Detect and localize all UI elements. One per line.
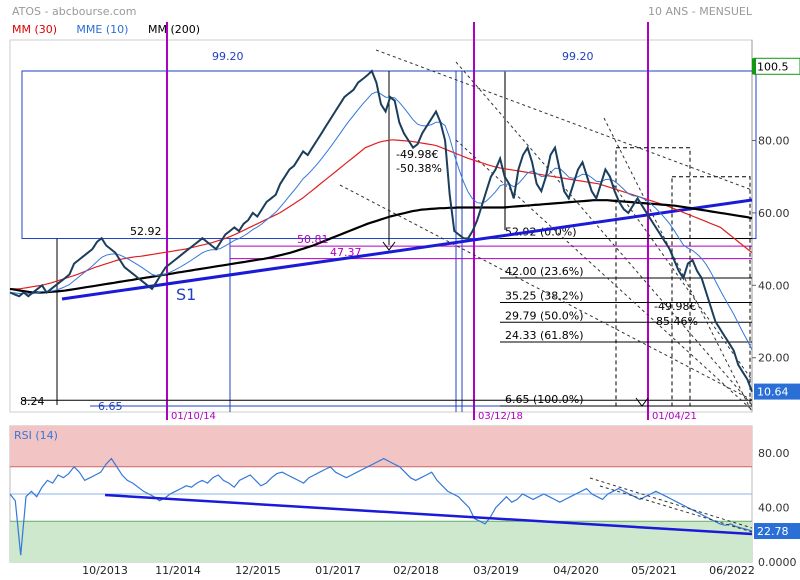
annotation-label: 52.92 bbox=[130, 225, 162, 238]
max-tag-accent bbox=[752, 58, 756, 75]
mm30-line bbox=[10, 139, 753, 290]
date-marker-label: 01/10/14 bbox=[171, 411, 216, 422]
rsi-y-tick-label: 80.00 bbox=[758, 447, 790, 460]
date-marker-label: 01/04/21 bbox=[652, 411, 697, 422]
drawdown-arrow bbox=[635, 397, 649, 407]
rsi-overbought-zone bbox=[10, 426, 752, 467]
rsi-last-tag-label: 22.78 bbox=[757, 525, 789, 538]
support-trendline bbox=[61, 198, 753, 301]
dashed-box bbox=[615, 147, 691, 407]
y-tick-label: 80.00 bbox=[758, 135, 790, 148]
y-tick-label: 40.00 bbox=[758, 279, 790, 292]
annotation-label: 8.24 bbox=[20, 395, 45, 408]
rsi-trendline bbox=[104, 493, 753, 536]
annotation-label: -49.98€ bbox=[396, 148, 438, 161]
x-tick-label: 05/2021 bbox=[631, 564, 677, 577]
price-line bbox=[9, 69, 753, 392]
rsi-y-tick-label: 0.0000 bbox=[758, 556, 797, 569]
rsi-y-tick-label: 40.00 bbox=[758, 502, 790, 515]
fib-label: 42.00 (23.6%) bbox=[505, 265, 584, 278]
x-tick-label: 12/2015 bbox=[235, 564, 281, 577]
price-panel-frame bbox=[9, 39, 753, 413]
dotted-trend bbox=[455, 61, 753, 406]
x-tick-label: 06/2022 bbox=[709, 564, 755, 577]
annotation-label: 47.37 bbox=[330, 246, 362, 259]
x-tick-label: 02/2018 bbox=[393, 564, 439, 577]
legend-item-1: MME (10) bbox=[76, 23, 128, 36]
x-tick-label: 01/2017 bbox=[315, 564, 361, 577]
annotation-label: 6.65 bbox=[98, 400, 123, 413]
drawdown-arrow bbox=[382, 241, 396, 251]
x-tick-label: 04/2020 bbox=[553, 564, 599, 577]
dotted-trend bbox=[603, 117, 753, 413]
rsi-oversold-zone bbox=[10, 521, 752, 562]
rsi-title: RSI (14) bbox=[14, 429, 58, 442]
x-tick-label: 10/2013 bbox=[82, 564, 128, 577]
y-tick-label: 60.00 bbox=[758, 207, 790, 220]
dashed-box bbox=[671, 176, 751, 407]
dotted-trend bbox=[609, 179, 753, 381]
annotation-label: 50.81 bbox=[297, 233, 329, 246]
annotation-label: 99.20 bbox=[562, 50, 594, 63]
annotation-label: -50.38% bbox=[396, 162, 442, 175]
fib-label: 35.25 (38.2%) bbox=[505, 289, 584, 302]
annotation-label: 99.20 bbox=[212, 50, 244, 63]
fib-label: 29.79 (50.0%) bbox=[505, 309, 584, 322]
x-tick-label: 03/2019 bbox=[473, 564, 519, 577]
rsi-dotted-trend bbox=[589, 477, 753, 529]
mme10-line bbox=[9, 91, 753, 351]
y-tick-label: 20.00 bbox=[758, 352, 790, 365]
fib-label: 24.33 (61.8%) bbox=[505, 329, 584, 342]
date-marker-label: 03/12/18 bbox=[478, 411, 523, 422]
max-tag-label: 100.5 bbox=[757, 60, 789, 73]
rsi-dotted-trend bbox=[599, 485, 753, 533]
x-tick-label: 11/2014 bbox=[155, 564, 201, 577]
fib-label: 6.65 (100.0%) bbox=[505, 393, 584, 406]
period-label: 10 ANS - MENSUEL bbox=[648, 5, 753, 18]
legend-item-0: MM (30) bbox=[12, 23, 57, 36]
last-tag-label: 10.64 bbox=[757, 386, 789, 399]
mm200-line bbox=[9, 199, 753, 294]
chart-title: ATOS - abcbourse.com bbox=[12, 5, 136, 18]
last-tag-box bbox=[754, 383, 800, 400]
annotation-label: S1 bbox=[176, 285, 196, 304]
rsi-last-tag-box bbox=[754, 523, 800, 540]
annotation-label: -49.98€ bbox=[654, 300, 696, 313]
legend-item-2: MM (200) bbox=[148, 23, 200, 36]
annotation-label: -85.46% bbox=[652, 315, 698, 328]
rsi-line bbox=[9, 457, 753, 556]
dotted-trend bbox=[375, 49, 753, 191]
